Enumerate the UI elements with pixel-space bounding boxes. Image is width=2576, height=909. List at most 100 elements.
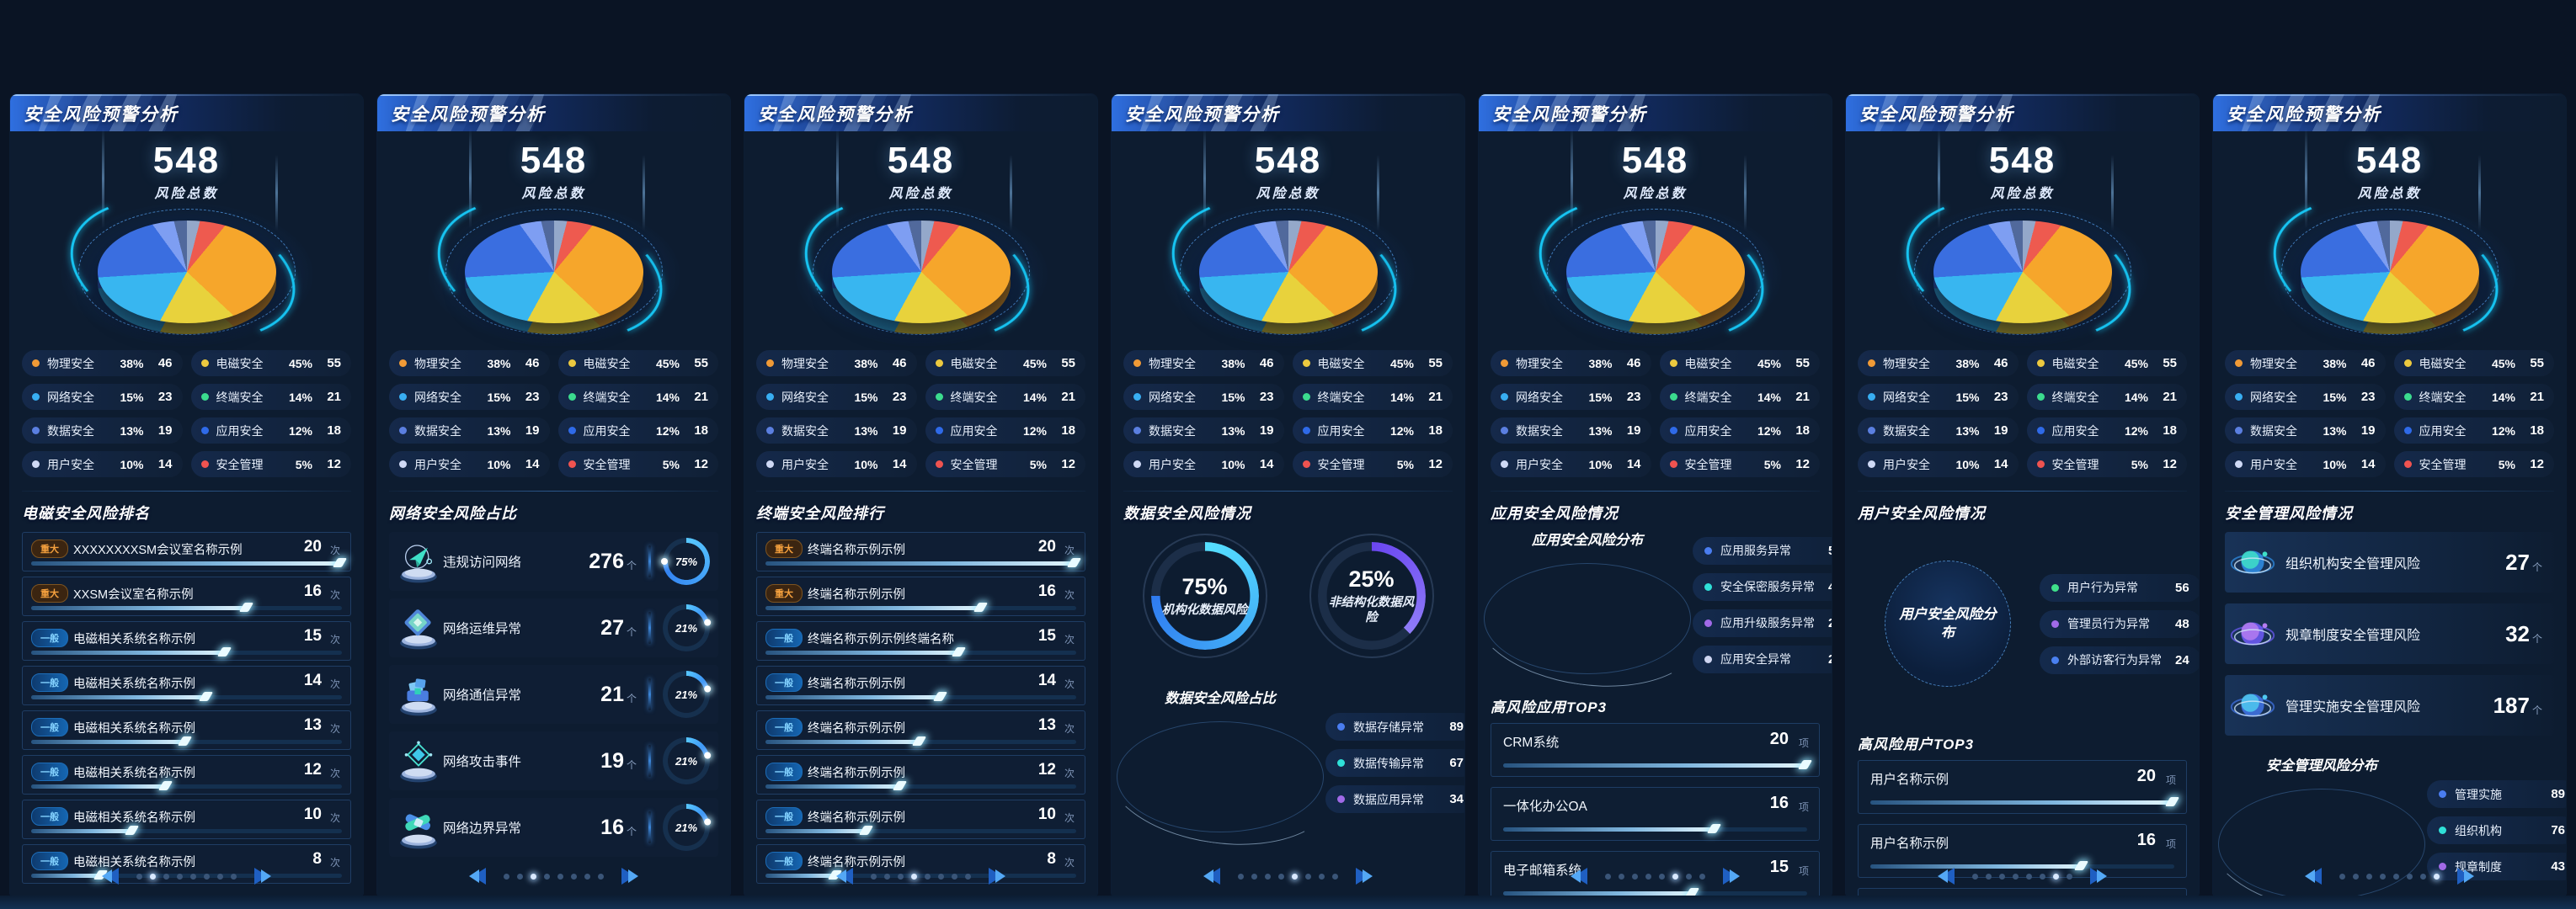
pager-dot-5[interactable] [1292, 873, 1298, 880]
pager-dot-2[interactable] [1619, 873, 1624, 880]
pager-dot-4[interactable] [1278, 873, 1284, 880]
pager-dot-3[interactable] [1265, 873, 1271, 880]
pager-next-icon[interactable] [1721, 867, 1743, 885]
panel-header: 安全风险预警分析 [2213, 94, 2566, 131]
pager-prev-icon[interactable] [1200, 867, 1222, 885]
percent-ring: 21% [663, 671, 712, 719]
risk-pie-chart [1112, 128, 1464, 369]
pager-dot-4[interactable] [911, 873, 917, 880]
pager-prev-icon[interactable] [99, 867, 120, 885]
legend-item-电磁安全: 电磁安全 45% 55 [1659, 350, 1820, 377]
pager-dot-3[interactable] [1632, 873, 1638, 880]
ring-arc [663, 538, 710, 586]
pager-dot-4[interactable] [2013, 873, 2019, 880]
pager-dot-6[interactable] [204, 873, 210, 880]
donut-chart: 应用安全风险分布 [1479, 532, 1709, 700]
pager-prev-icon[interactable] [466, 867, 488, 885]
pager-next-icon[interactable] [253, 867, 275, 885]
pager-dot-3[interactable] [531, 873, 536, 880]
pager-dot-5[interactable] [2026, 873, 2032, 880]
pager-dot-7[interactable] [2420, 873, 2426, 880]
pager-dot-7[interactable] [1686, 873, 1692, 880]
progress-track [31, 606, 342, 611]
pager-dot-3[interactable] [163, 873, 169, 880]
rank-list-item: 重大 XXSM会议室名称示例 16 次 [22, 577, 351, 617]
pager-dot-2[interactable] [150, 873, 156, 880]
pager-dot-7[interactable] [952, 873, 957, 880]
pager-next-icon[interactable] [2088, 867, 2110, 885]
top3-item-name: 用户名称示例 [1870, 773, 1949, 788]
pager-dot-3[interactable] [2366, 873, 2372, 880]
pager-dot-2[interactable] [884, 873, 890, 880]
pager-prev-icon[interactable] [1567, 867, 1589, 885]
pager-dot-5[interactable] [557, 873, 563, 880]
pager-dot-6[interactable] [571, 873, 577, 880]
legend-count: 19 [2360, 423, 2376, 439]
pager-prev-icon[interactable] [833, 867, 855, 885]
pager-dot-6[interactable] [1672, 873, 1678, 880]
pager-next-icon[interactable] [620, 867, 642, 885]
pager-dot-6[interactable] [938, 873, 944, 880]
pager-next-icon[interactable] [1354, 867, 1376, 885]
pager-dot-4[interactable] [1645, 873, 1651, 880]
pager-dot-1[interactable] [871, 873, 877, 880]
pie-dashed-ring [1179, 209, 1397, 336]
legend-percent: 12% [1389, 423, 1414, 438]
pager-dot-1[interactable] [504, 873, 509, 880]
progress-fill [31, 740, 187, 745]
pager-dot-2[interactable] [517, 873, 523, 880]
pager-dot-5[interactable] [2393, 873, 2399, 880]
pager-dot-5[interactable] [925, 873, 931, 880]
risk-total-label: 风险总数 [1256, 187, 1320, 202]
pager-dot-4[interactable] [544, 873, 550, 880]
pager-prev-icon[interactable] [1934, 867, 1956, 885]
rank-item-name: 终端名称示例示例 [808, 811, 905, 826]
pager-dot-2[interactable] [1251, 873, 1257, 880]
pager-dot-4[interactable] [2380, 873, 2386, 880]
pager-dot-6[interactable] [2040, 873, 2045, 880]
pager-dot-7[interactable] [1319, 873, 1325, 880]
pager-dot-7[interactable] [2053, 873, 2059, 880]
pager-dot-6[interactable] [2407, 873, 2413, 880]
risk-total: 548 风险总数 [10, 141, 363, 202]
pager-dot-5[interactable] [190, 873, 196, 880]
ring-center: 用户安全风险分布 [1885, 561, 2011, 688]
pager-dot-8[interactable] [1332, 873, 1338, 880]
pager-dot-2[interactable] [1986, 873, 1992, 880]
pager-dot-2[interactable] [2353, 873, 2359, 880]
progress-fill [1870, 800, 2174, 805]
pager-dot-8[interactable] [2067, 873, 2072, 880]
top3-item-unit: 项 [1798, 800, 1809, 813]
pager-dot-7[interactable] [584, 873, 590, 880]
pager-next-icon[interactable] [987, 867, 1009, 885]
pager-next-icon[interactable] [2456, 867, 2477, 885]
legend-dot [200, 427, 209, 435]
top3-item-name: 一体化办公OA [1503, 799, 1587, 814]
pager-dot-8[interactable] [1699, 873, 1705, 880]
net-item-name: 网络边界异常 [443, 821, 522, 837]
pager-dot-1[interactable] [1605, 873, 1611, 880]
legend-dot [2235, 460, 2243, 469]
legend-dot [1704, 619, 1712, 627]
pager-dot-8[interactable] [598, 873, 604, 880]
pager-prev-icon[interactable] [2301, 867, 2323, 885]
pager-dot-1[interactable] [1238, 873, 1244, 880]
pager-dot-7[interactable] [217, 873, 223, 880]
pager-dot-3[interactable] [898, 873, 904, 880]
pager-dot-1[interactable] [2339, 873, 2345, 880]
ring-legend-value: 48 [2175, 616, 2189, 631]
net-item-value: 16 [600, 815, 624, 839]
legend-item-数据安全: 数据安全 13% 19 [1491, 417, 1651, 444]
pager-dot-1[interactable] [1972, 873, 1978, 880]
pager-dot-4[interactable] [177, 873, 183, 880]
risk-type-legend: 物理安全 38% 46 电磁安全 45% 55 网络安全 15% 23 终端安全 14% 21 数据安全… [1479, 338, 1832, 478]
pager-dot-5[interactable] [1659, 873, 1665, 880]
pager-dot-3[interactable] [1999, 873, 2005, 880]
pager-dot-8[interactable] [2434, 873, 2440, 880]
net-item-name: 网络运维异常 [443, 622, 522, 637]
pager-dot-8[interactable] [231, 873, 237, 880]
pager-dot-1[interactable] [136, 873, 142, 880]
legend-percent: 14% [655, 390, 680, 404]
pager-dot-8[interactable] [965, 873, 971, 880]
pager-dot-6[interactable] [1305, 873, 1311, 880]
